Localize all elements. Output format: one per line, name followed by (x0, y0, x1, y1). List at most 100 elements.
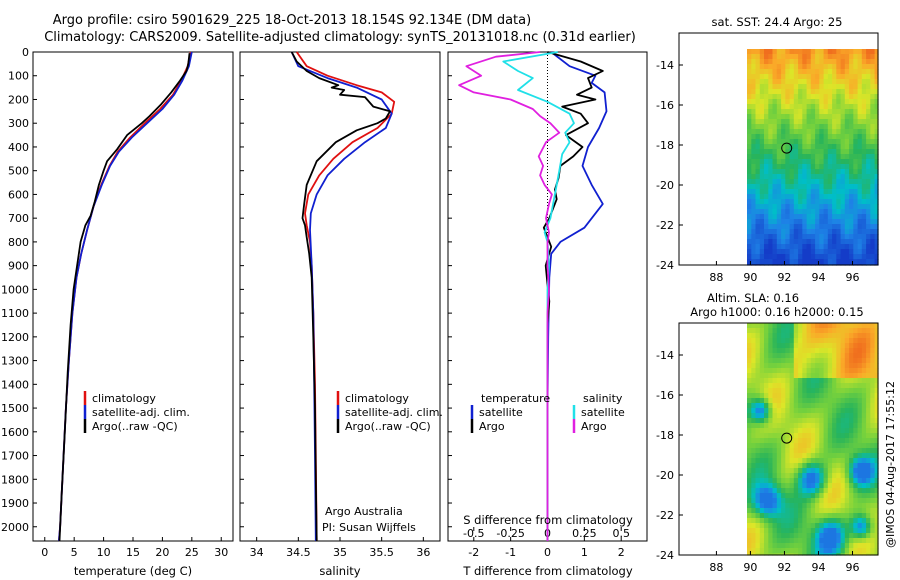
heatmap-cell (764, 428, 769, 434)
heatmap-cell (853, 184, 859, 190)
heatmap-cell (874, 229, 879, 235)
heatmap-cell (764, 418, 769, 424)
heatmap-cell (870, 114, 876, 120)
heatmap-cell (798, 403, 803, 409)
heatmap-cell (857, 513, 863, 519)
heatmap-cell (861, 378, 867, 384)
x-tick-label: -2 (468, 546, 479, 559)
heatmap-cell (785, 468, 791, 474)
heatmap-cell (836, 518, 842, 524)
heatmap-cell (781, 403, 786, 409)
heatmap-cell (853, 234, 859, 240)
heatmap-cell (861, 134, 867, 140)
heatmap-cell (751, 398, 757, 404)
heatmap-cell (840, 483, 846, 489)
heatmap-cell (844, 234, 850, 240)
heatmap-cell (815, 144, 820, 150)
heatmap-cell (844, 378, 850, 384)
heatmap-cell (866, 109, 871, 115)
heatmap-cell (853, 54, 859, 60)
heatmap-cell (747, 129, 752, 135)
heatmap-cell (840, 453, 846, 459)
heatmap-cell (844, 224, 850, 230)
heatmap-cell (802, 174, 808, 180)
heatmap-cell (772, 69, 778, 75)
heatmap-cell (806, 403, 812, 409)
heatmap-cell (793, 259, 799, 265)
heatmap-cell (840, 154, 846, 160)
heatmap-cell (849, 219, 854, 225)
heatmap-cell (806, 249, 812, 255)
heatmap-cell (776, 483, 782, 489)
heatmap-cell (768, 69, 774, 75)
heatmap-cell (768, 169, 774, 175)
heatmap-cell (806, 159, 812, 165)
heatmap-cell (764, 254, 769, 260)
heatmap-cell (751, 99, 757, 105)
heatmap-cell (840, 493, 846, 499)
heatmap-cell (755, 363, 761, 369)
heatmap-cell (768, 328, 774, 334)
heatmap-cell (772, 164, 778, 170)
heatmap-cell (815, 358, 820, 364)
heatmap-cell (768, 184, 774, 190)
figure-title-line2: Climatology: CARS2009. Satellite-adjuste… (44, 30, 636, 45)
heatmap-cell (810, 54, 816, 60)
heatmap-cell (827, 84, 833, 90)
heatmap-cell (836, 254, 842, 260)
heatmap-cell (823, 513, 829, 519)
heatmap-cell (747, 378, 752, 384)
heatmap-cell (747, 408, 752, 414)
heatmap-cell (849, 224, 854, 230)
heatmap-cell (781, 388, 786, 394)
heatmap-cell (755, 84, 761, 90)
heatmap-cell (789, 548, 795, 554)
heatmap-cell (870, 104, 876, 110)
heatmap-cell (768, 94, 774, 100)
heatmap-cell (857, 169, 863, 175)
heatmap-cell (840, 373, 846, 379)
heatmap-cell (861, 104, 867, 110)
heatmap-cell (866, 403, 871, 409)
heatmap-cell (772, 119, 778, 125)
heatmap-cell (866, 543, 871, 549)
heatmap-cell (776, 214, 782, 220)
heatmap-cell (772, 358, 778, 364)
heatmap-cell (747, 353, 752, 359)
heatmap-cell (789, 553, 795, 556)
heatmap-cell (870, 553, 876, 556)
heatmap-cell (849, 548, 854, 554)
heatmap-cell (768, 453, 774, 459)
heatmap-cell (870, 224, 876, 230)
heatmap-cell (806, 363, 812, 369)
heatmap-cell (785, 423, 791, 429)
heatmap-cell (874, 478, 879, 484)
heatmap-cell (844, 259, 850, 265)
heatmap-cell (772, 383, 778, 389)
heatmap-cell (853, 493, 859, 499)
heatmap-cell (759, 448, 765, 454)
heatmap-cell (827, 418, 833, 424)
heatmap-cell (832, 368, 837, 374)
heatmap-cell (857, 179, 863, 185)
heatmap-cell (874, 109, 879, 115)
heatmap-cell (861, 69, 867, 75)
heatmap-cell (866, 189, 871, 195)
heatmap-cell (785, 244, 791, 250)
heatmap-cell (861, 234, 867, 240)
heatmap-cell (759, 358, 765, 364)
heatmap-cell (844, 134, 850, 140)
heatmap-cell (819, 458, 825, 464)
heatmap-cell (751, 338, 757, 344)
heatmap-cell (747, 488, 752, 494)
heatmap-cell (849, 453, 854, 459)
heatmap-cell (844, 69, 850, 75)
heatmap-cell (789, 333, 795, 339)
heatmap-cell (853, 149, 859, 155)
heatmap-cell (789, 259, 795, 265)
heatmap-cell (755, 428, 761, 434)
heatmap-cell (802, 523, 808, 529)
heatmap-cell (819, 448, 825, 454)
heatmap-cell (844, 373, 850, 379)
heatmap-cell (772, 84, 778, 90)
